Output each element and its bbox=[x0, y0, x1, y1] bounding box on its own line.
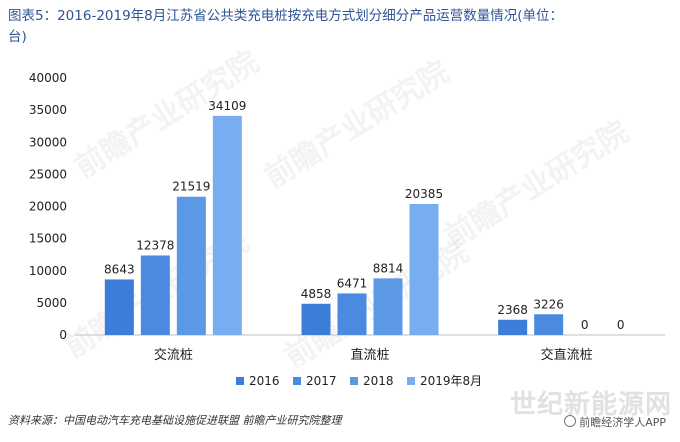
bar-交流桩-2016 bbox=[104, 279, 134, 335]
data-label: 0 bbox=[581, 318, 589, 332]
legend-label: 2018 bbox=[363, 374, 394, 388]
bar-交流桩-2018 bbox=[176, 196, 206, 335]
legend-label: 2019年8月 bbox=[420, 374, 482, 388]
bar-直流桩-2017 bbox=[337, 293, 367, 335]
legend-swatch bbox=[350, 377, 358, 385]
data-label: 34109 bbox=[208, 99, 246, 113]
y-tick-label: 5000 bbox=[36, 296, 67, 310]
site-watermark: 世纪新能源网 bbox=[509, 390, 672, 420]
x-tick-label: 交流桩 bbox=[154, 347, 193, 363]
data-label: 0 bbox=[617, 318, 625, 332]
bar-直流桩-2019年8月 bbox=[409, 204, 439, 335]
y-tick-label: 40000 bbox=[29, 71, 67, 85]
bar-交直流桩-2017 bbox=[534, 314, 564, 335]
brand-label: 前瞻经济学人APP bbox=[564, 414, 666, 430]
brand-text: 前瞻经济学人APP bbox=[579, 416, 666, 429]
bar-直流桩-2016 bbox=[301, 303, 331, 335]
legend-swatch bbox=[236, 377, 244, 385]
data-label: 4858 bbox=[301, 287, 332, 301]
y-tick-label: 0 bbox=[59, 328, 67, 342]
bar-交流桩-2017 bbox=[140, 255, 170, 335]
data-label: 21519 bbox=[172, 180, 210, 194]
bar-交流桩-2019年8月 bbox=[212, 115, 242, 336]
legend-label: 2016 bbox=[249, 374, 280, 388]
y-tick-label: 30000 bbox=[29, 135, 67, 149]
x-tick-label: 直流桩 bbox=[350, 348, 389, 363]
legend-label: 2017 bbox=[306, 374, 337, 388]
legend-swatch bbox=[293, 377, 301, 385]
source-note: 资料来源：中国电动汽车充电基础设施促进联盟 前瞻产业研究院整理 bbox=[8, 414, 342, 427]
y-tick-label: 20000 bbox=[29, 200, 67, 214]
bar-交直流桩-2016 bbox=[498, 319, 528, 335]
y-tick-label: 25000 bbox=[29, 167, 67, 181]
y-tick-label: 15000 bbox=[29, 232, 67, 246]
data-label: 2368 bbox=[497, 303, 528, 317]
x-tick-label: 交直流桩 bbox=[541, 347, 593, 363]
y-tick-label: 10000 bbox=[29, 264, 67, 278]
data-label: 20385 bbox=[405, 187, 443, 201]
y-tick-label: 35000 bbox=[29, 103, 67, 117]
data-label: 3226 bbox=[533, 297, 564, 311]
data-label: 8814 bbox=[373, 261, 404, 275]
data-label: 8643 bbox=[104, 262, 135, 276]
data-label: 12378 bbox=[136, 238, 174, 252]
legend-swatch bbox=[407, 377, 415, 385]
data-label: 6471 bbox=[337, 276, 368, 290]
bar-直流桩-2018 bbox=[373, 278, 403, 335]
brand-logo-icon bbox=[564, 415, 577, 427]
chart-title: 图表5：2016-2019年8月江苏省公共类充电桩按充电方式划分细分产品运营数量… bbox=[8, 8, 564, 45]
